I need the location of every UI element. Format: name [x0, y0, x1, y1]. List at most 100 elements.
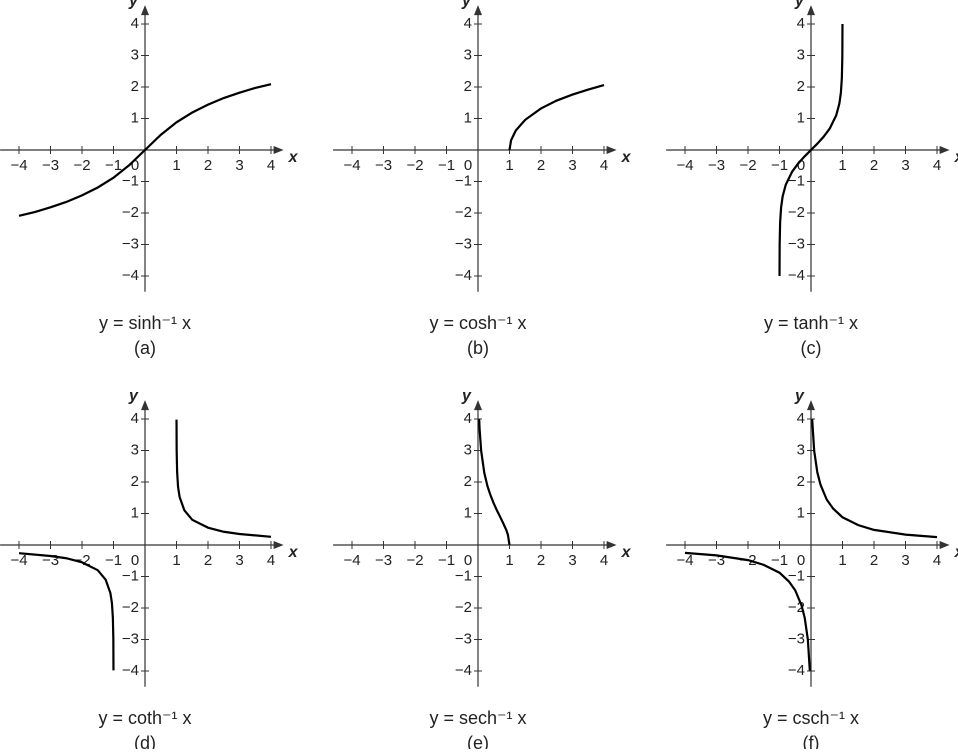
x-tick-label: 1: [172, 157, 180, 174]
x-tick-label: 2: [204, 552, 212, 569]
curve: [18, 83, 272, 217]
caption: y = csch⁻¹ x: [763, 708, 859, 728]
x-arrow: [273, 146, 284, 154]
y-tick-label: 4: [797, 15, 805, 32]
y-tick-label: 1: [464, 504, 472, 521]
x-tick-label: 0: [131, 157, 139, 174]
y-tick-label: −4: [788, 267, 805, 284]
y-tick-label: −2: [455, 204, 472, 221]
panel-label: (a): [134, 338, 156, 358]
y-tick-label: 2: [797, 78, 805, 95]
y-tick-label: −3: [788, 630, 805, 647]
x-tick-label: 4: [933, 552, 941, 569]
x-tick-label: −3: [375, 552, 392, 569]
y-tick-label: −2: [455, 599, 472, 616]
x-arrow: [606, 541, 617, 549]
y-tick-label: 2: [131, 78, 139, 95]
x-tick-label: −2: [406, 157, 423, 174]
panel-label: (b): [467, 338, 489, 358]
x-tick-label: −4: [10, 157, 27, 174]
x-tick-label: 4: [600, 552, 608, 569]
y-arrow: [141, 400, 149, 411]
y-tick-label: −1: [122, 567, 139, 584]
caption: y = tanh⁻¹ x: [764, 313, 858, 333]
y-tick-label: 3: [464, 46, 472, 63]
caption: y = coth⁻¹ x: [98, 708, 191, 728]
x-tick-label: 2: [204, 157, 212, 174]
curve: [478, 419, 511, 546]
x-tick-label: −2: [406, 552, 423, 569]
x-arrow: [939, 541, 950, 549]
x-tick-label: −4: [676, 552, 693, 569]
y-tick-label: −4: [455, 662, 472, 679]
y-tick-label: −1: [455, 172, 472, 189]
y-tick-label: 4: [797, 410, 805, 427]
y-tick-label: 1: [464, 109, 472, 126]
panel-label: (f): [803, 733, 820, 749]
x-tick-label: −2: [739, 157, 756, 174]
x-tick-label: 0: [464, 552, 472, 569]
x-arrow: [273, 541, 284, 549]
x-tick-label: 3: [235, 157, 243, 174]
x-tick-label: 3: [901, 157, 909, 174]
y-tick-label: −4: [788, 662, 805, 679]
y-tick-label: 2: [464, 78, 472, 95]
y-arrow: [807, 5, 815, 16]
y-tick-label: 1: [797, 109, 805, 126]
x-tick-label: −1: [438, 552, 455, 569]
x-tick-label: 0: [797, 157, 805, 174]
x-tick-label: −4: [343, 157, 360, 174]
y-tick-label: −3: [122, 630, 139, 647]
y-tick-label: −3: [788, 235, 805, 252]
y-tick-label: 4: [131, 410, 139, 427]
x-tick-label: 3: [568, 157, 576, 174]
x-tick-label: −4: [676, 157, 693, 174]
panel-label: (c): [801, 338, 822, 358]
x-axis-label: x: [288, 544, 299, 561]
x-tick-label: 1: [172, 552, 180, 569]
x-tick-label: −3: [708, 157, 725, 174]
y-arrow: [474, 5, 482, 16]
x-axis-label: x: [954, 149, 958, 166]
x-tick-label: 1: [838, 157, 846, 174]
y-tick-label: 3: [131, 46, 139, 63]
y-tick-label: −3: [455, 630, 472, 647]
x-tick-label: −1: [771, 157, 788, 174]
y-tick-label: −1: [788, 172, 805, 189]
y-tick-label: 2: [797, 473, 805, 490]
x-axis-label: x: [621, 149, 632, 166]
x-arrow: [606, 146, 617, 154]
x-tick-label: −3: [42, 157, 59, 174]
y-arrow: [474, 400, 482, 411]
x-tick-label: 2: [870, 552, 878, 569]
y-tick-label: 1: [797, 504, 805, 521]
y-arrow: [807, 400, 815, 411]
y-axis-label: y: [794, 387, 805, 404]
y-tick-label: −4: [455, 267, 472, 284]
y-tick-label: −3: [122, 235, 139, 252]
y-tick-label: 3: [797, 46, 805, 63]
x-tick-label: 4: [267, 157, 275, 174]
curve: [18, 419, 272, 671]
y-tick-label: 3: [464, 441, 472, 458]
y-tick-label: −4: [122, 662, 139, 679]
x-tick-label: 4: [267, 552, 275, 569]
x-tick-label: 0: [131, 552, 139, 569]
x-tick-label: 1: [505, 552, 513, 569]
y-tick-label: 2: [131, 473, 139, 490]
x-tick-label: 4: [933, 157, 941, 174]
y-tick-label: 3: [797, 441, 805, 458]
panel-label: (d): [134, 733, 156, 749]
x-tick-label: 0: [464, 157, 472, 174]
x-tick-label: 2: [537, 552, 545, 569]
panel-label: (e): [467, 733, 489, 749]
y-tick-label: 1: [131, 504, 139, 521]
x-tick-label: 2: [537, 157, 545, 174]
x-tick-label: −4: [10, 552, 27, 569]
y-tick-label: −1: [455, 567, 472, 584]
y-tick-label: −4: [122, 267, 139, 284]
y-tick-label: 1: [131, 109, 139, 126]
y-tick-label: 4: [464, 410, 472, 427]
